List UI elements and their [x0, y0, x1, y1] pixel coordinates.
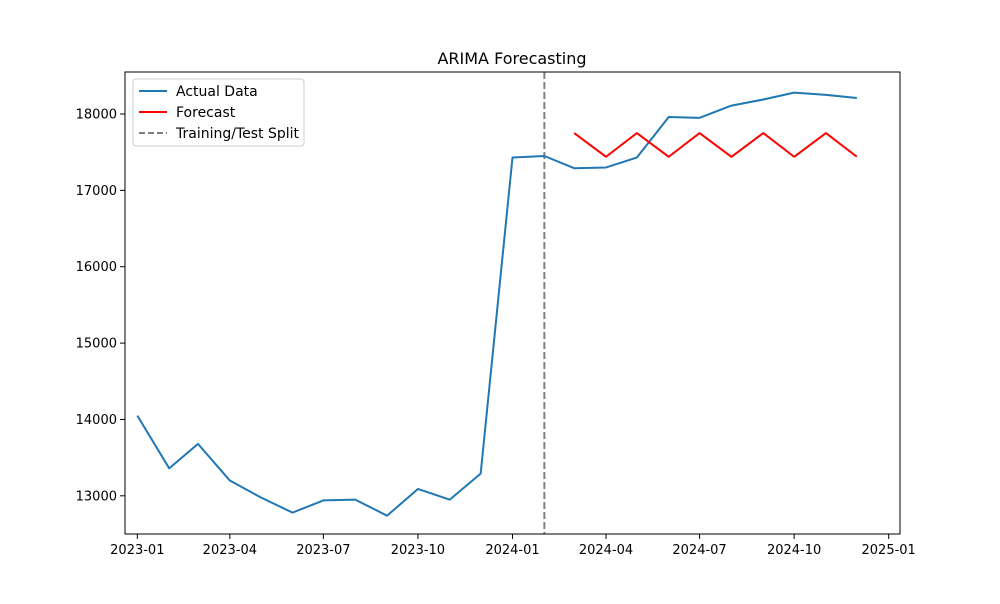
series-line-forecast [573, 132, 858, 158]
x-tick-label: 2025-01 [862, 543, 916, 558]
y-tick-label: 17000 [76, 184, 117, 199]
x-tick-label: 2023-04 [203, 543, 257, 558]
y-tick-label: 16000 [76, 260, 117, 275]
y-tick-label: 15000 [76, 337, 117, 352]
series-line-actual-data [136, 91, 857, 517]
x-tick-label: 2024-01 [485, 543, 539, 558]
legend-label: Actual Data [176, 84, 258, 100]
legend-label: Forecast [176, 105, 236, 121]
x-tick-label: 2024-10 [767, 543, 821, 558]
legend-label: Training/Test Split [175, 126, 300, 142]
x-tick-label: 2023-07 [296, 543, 350, 558]
x-tick-label: 2024-07 [672, 543, 726, 558]
y-tick-label: 13000 [76, 489, 117, 504]
x-tick-label: 2023-01 [110, 543, 164, 558]
chart-title: ARIMA Forecasting [437, 49, 586, 68]
y-tick-label: 14000 [76, 413, 117, 428]
x-tick-label: 2023-10 [391, 543, 445, 558]
y-tick-label: 18000 [76, 108, 117, 123]
x-tick-label: 2024-04 [579, 543, 633, 558]
legend-box [132, 78, 305, 147]
legend: Actual Data Forecast Training/Test Split [132, 78, 305, 147]
